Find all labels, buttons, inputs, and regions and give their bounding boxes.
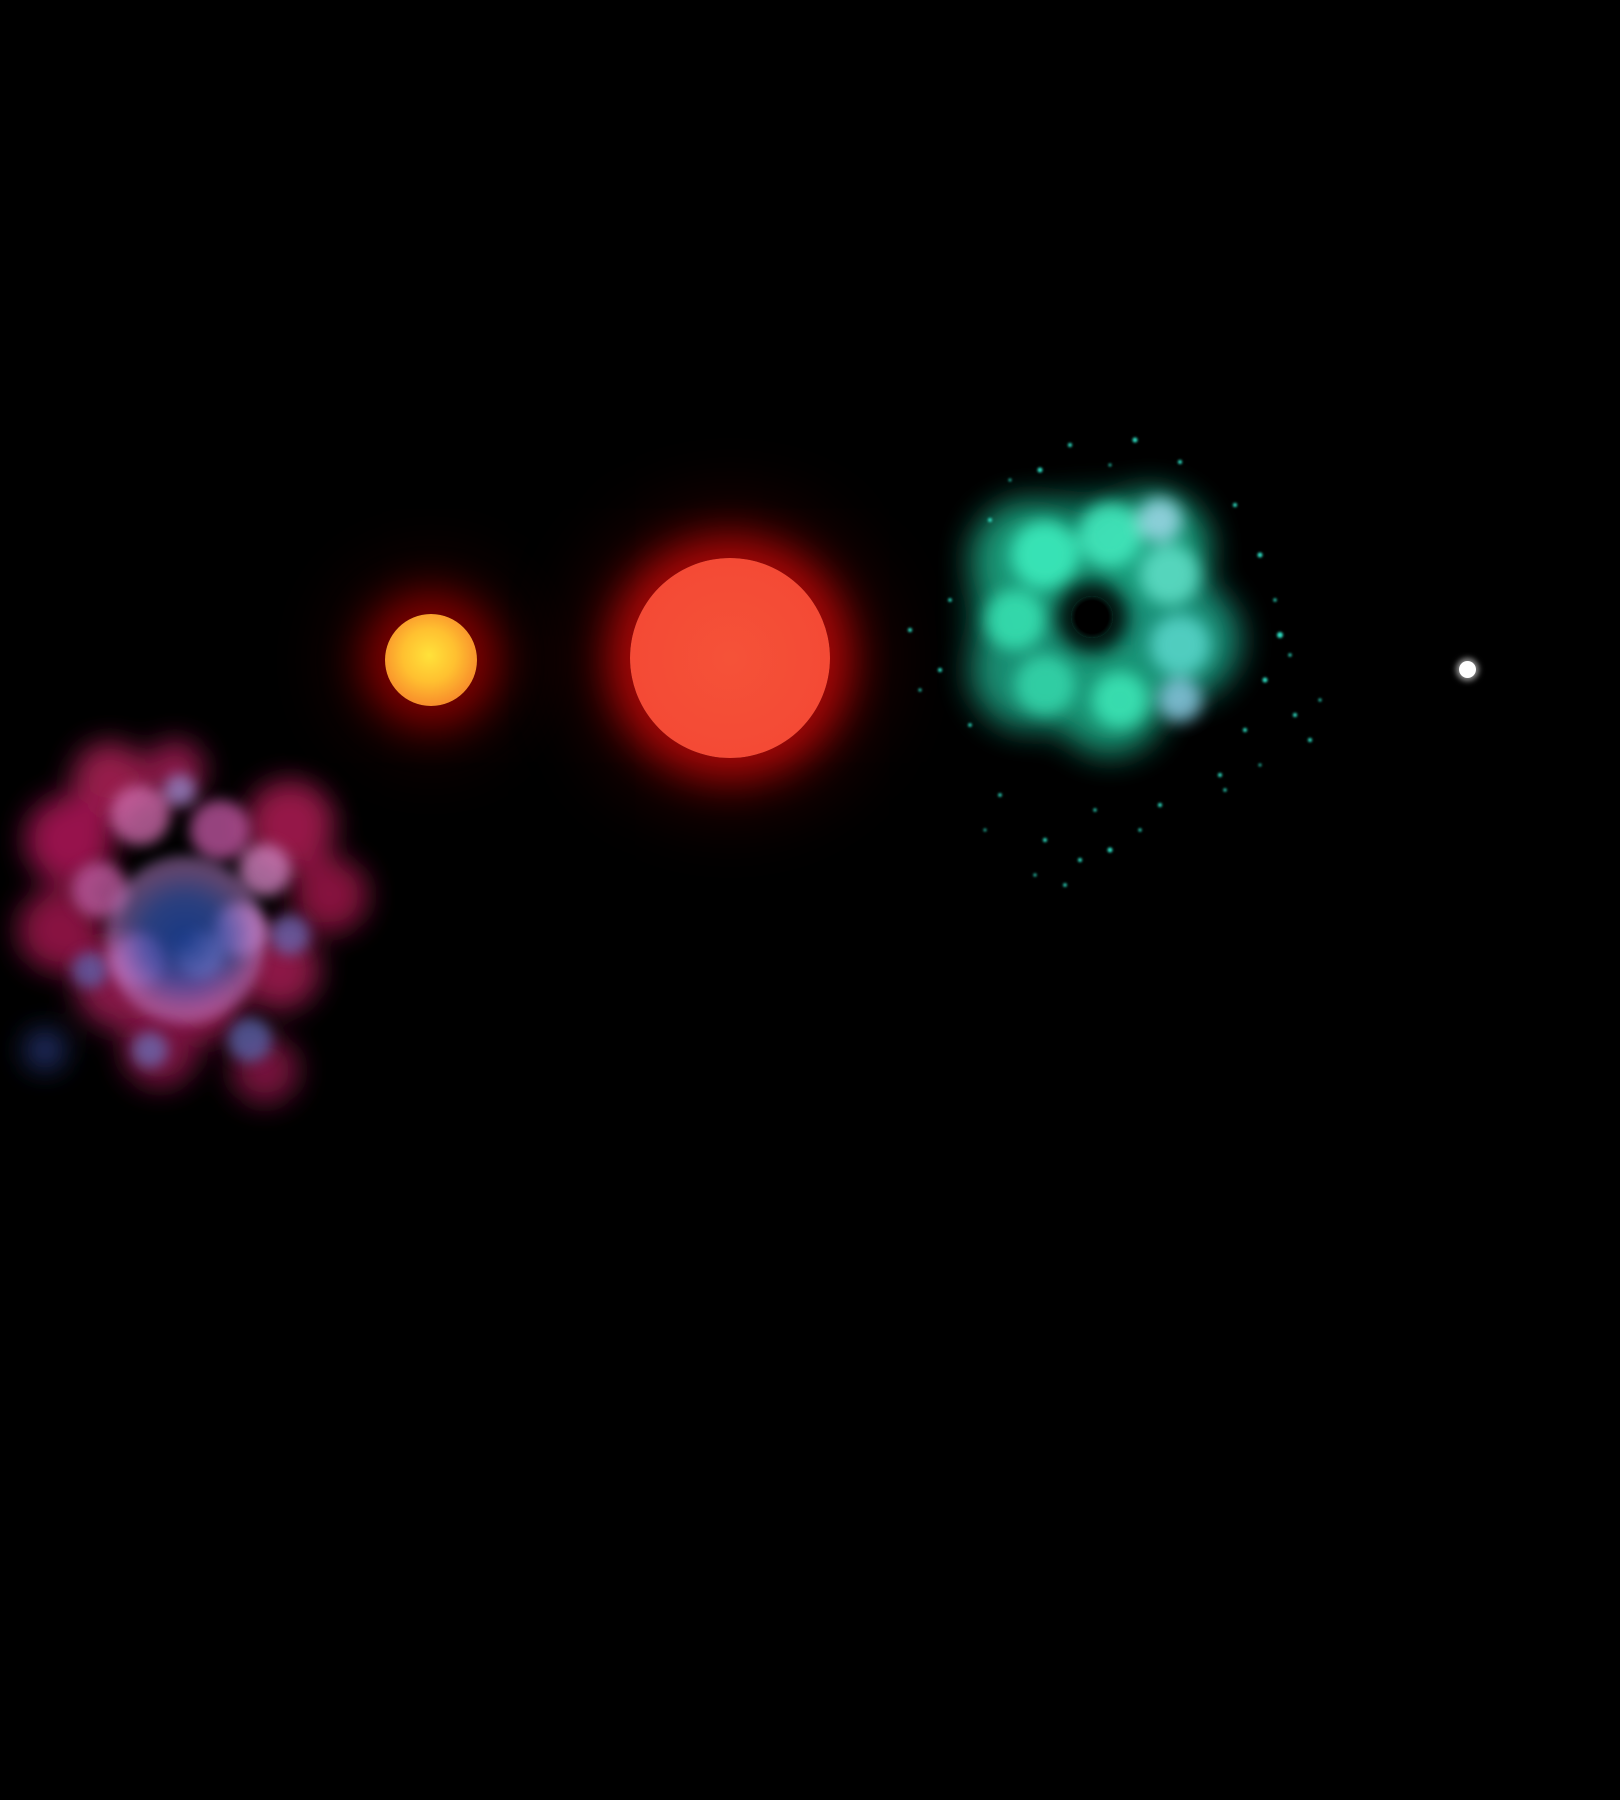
white-dwarf-star <box>1459 661 1476 678</box>
pink-blue-nebula <box>0 720 420 1140</box>
teal-nebula-cloud <box>908 437 1322 887</box>
red-giant-star <box>630 558 830 758</box>
dark-nebula-core <box>1071 596 1113 638</box>
teal-nebula <box>880 410 1400 930</box>
yellow-orange-star <box>385 614 477 706</box>
blue-nebula-core <box>105 855 265 1025</box>
